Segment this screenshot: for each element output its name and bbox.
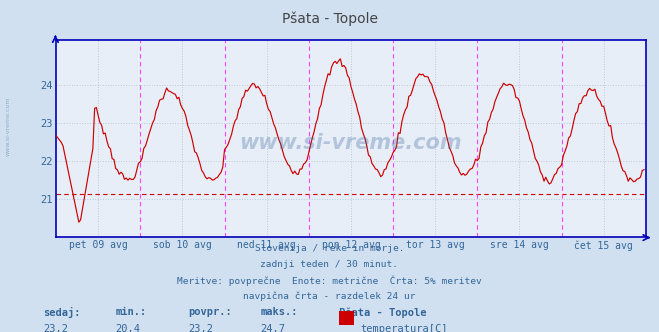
Text: povpr.:: povpr.: bbox=[188, 307, 231, 317]
Text: Pšata - Topole: Pšata - Topole bbox=[339, 307, 427, 318]
Text: Pšata - Topole: Pšata - Topole bbox=[281, 12, 378, 26]
Text: Slovenija / reke in morje.: Slovenija / reke in morje. bbox=[255, 244, 404, 253]
Text: 20,4: 20,4 bbox=[115, 324, 140, 332]
Text: www.si-vreme.com: www.si-vreme.com bbox=[240, 132, 462, 153]
Text: www.si-vreme.com: www.si-vreme.com bbox=[5, 96, 11, 156]
Text: Meritve: povprečne  Enote: metrične  Črta: 5% meritev: Meritve: povprečne Enote: metrične Črta:… bbox=[177, 276, 482, 287]
Text: zadnji teden / 30 minut.: zadnji teden / 30 minut. bbox=[260, 260, 399, 269]
Text: temperatura[C]: temperatura[C] bbox=[360, 324, 448, 332]
Text: maks.:: maks.: bbox=[260, 307, 298, 317]
Text: navpična črta - razdelek 24 ur: navpična črta - razdelek 24 ur bbox=[243, 292, 416, 301]
Text: 23,2: 23,2 bbox=[43, 324, 68, 332]
Text: min.:: min.: bbox=[115, 307, 146, 317]
Text: 23,2: 23,2 bbox=[188, 324, 213, 332]
Text: sedaj:: sedaj: bbox=[43, 307, 80, 318]
Text: 24,7: 24,7 bbox=[260, 324, 285, 332]
